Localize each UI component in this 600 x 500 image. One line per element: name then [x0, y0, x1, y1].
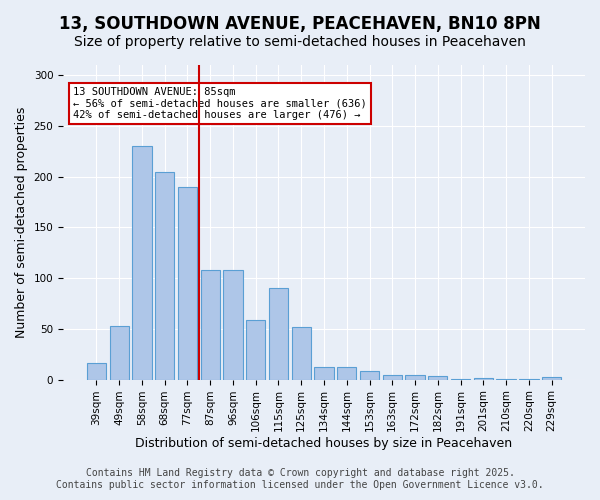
Bar [496, 378, 516, 380]
Text: Size of property relative to semi-detached houses in Peacehaven: Size of property relative to semi-detach… [74, 35, 526, 49]
Bar [292, 327, 311, 380]
Bar [428, 376, 448, 380]
Bar [519, 378, 539, 380]
Bar [269, 288, 288, 380]
Bar [383, 374, 402, 380]
Bar [200, 270, 220, 380]
Bar [132, 146, 152, 380]
Text: 13 SOUTHDOWN AVENUE: 85sqm
← 56% of semi-detached houses are smaller (636)
42% o: 13 SOUTHDOWN AVENUE: 85sqm ← 56% of semi… [73, 87, 367, 120]
X-axis label: Distribution of semi-detached houses by size in Peacehaven: Distribution of semi-detached houses by … [136, 437, 512, 450]
Bar [451, 378, 470, 380]
Bar [542, 376, 561, 380]
Y-axis label: Number of semi-detached properties: Number of semi-detached properties [15, 106, 28, 338]
Bar [178, 187, 197, 380]
Bar [473, 378, 493, 380]
Bar [337, 368, 356, 380]
Bar [110, 326, 129, 380]
Text: Contains HM Land Registry data © Crown copyright and database right 2025.
Contai: Contains HM Land Registry data © Crown c… [56, 468, 544, 490]
Bar [155, 172, 175, 380]
Bar [87, 364, 106, 380]
Bar [314, 368, 334, 380]
Bar [406, 374, 425, 380]
Bar [360, 372, 379, 380]
Text: 13, SOUTHDOWN AVENUE, PEACEHAVEN, BN10 8PN: 13, SOUTHDOWN AVENUE, PEACEHAVEN, BN10 8… [59, 15, 541, 33]
Bar [223, 270, 242, 380]
Bar [246, 320, 265, 380]
